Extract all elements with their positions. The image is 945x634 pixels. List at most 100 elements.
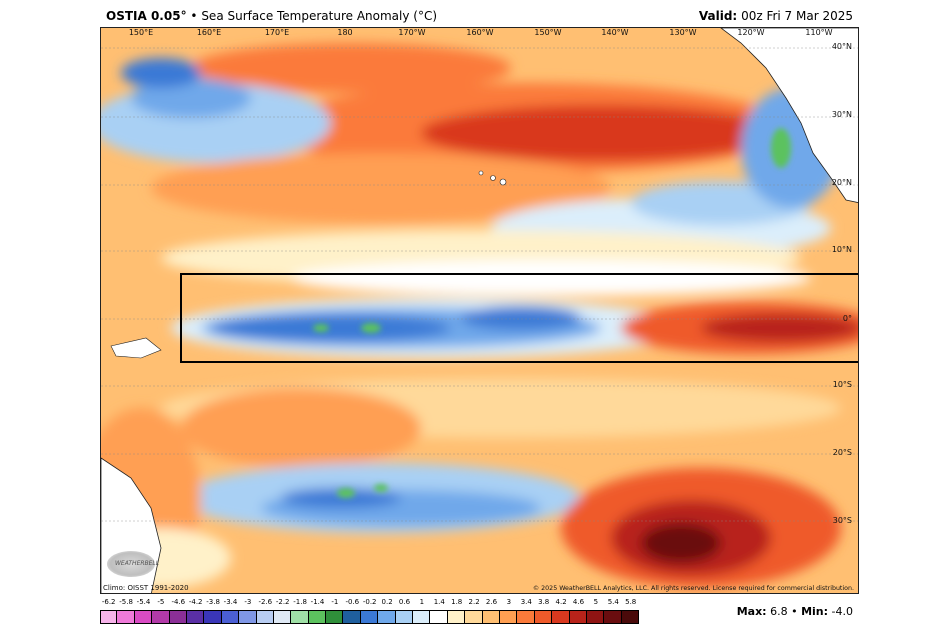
north-america-land [720,28,858,203]
colorbar-cell [586,611,605,623]
colorbar [100,610,640,624]
variable-name: Sea Surface Temperature Anomaly (°C) [201,9,438,23]
colorbar-tick-label: 4.6 [572,598,585,606]
colorbar-cell [100,611,118,623]
lat-label-30s: 30°S [832,516,852,525]
lat-label-30n: 30°N [831,110,852,119]
colorbar-tick-label: -5.4 [136,598,151,606]
lat-label-0: 0° [842,314,852,323]
colorbar-cell [152,611,170,623]
colorbar-cell [621,611,640,623]
colorbar-cell [517,611,535,623]
colorbar-cell [308,611,327,623]
lat-label-20n: 20°N [831,178,852,187]
lat-label-20s: 20°S [832,448,852,457]
colorbar-cell [360,611,379,623]
colorbar-cell [291,611,309,623]
colorbar-cell [465,611,483,623]
highlight-box [180,273,858,363]
colorbar-cell [343,611,361,623]
colorbar-tick-label: 5.8 [625,598,637,606]
valid-time-value: 00z Fri 7 Mar 2025 [741,9,853,23]
colorbar-tick-label: -2.2 [275,598,290,606]
lon-label-150e: 150°E [128,28,154,37]
colorbar-cell [204,611,222,623]
colorbar-tick-label: -3.8 [206,598,220,606]
climo-note: Climo: OISST 1991-2020 [103,584,189,592]
colorbar-tick-label: -3 [244,598,252,606]
colorbar-cell [604,611,622,623]
lon-label-160e: 160°E [196,28,222,37]
sst-anomaly-map: 150°E 160°E 170°E 180 170°W 160°W 150°W … [100,27,859,594]
lat-label-10s: 10°S [832,380,852,389]
colorbar-tick-label: 2.2 [468,598,480,606]
colorbar-cell [430,611,448,623]
colorbar-tick-label: -1.4 [310,598,325,606]
lon-label-130w: 130°W [669,28,697,37]
colorbar-cell [273,611,292,623]
max-label: Max: [736,605,767,618]
colorbar-cell [186,611,205,623]
copyright-note: © 2025 WeatherBELL Analytics, LLC. All r… [532,585,854,592]
logo-text: WEATHERBELL [115,560,160,567]
lon-label-110w: 110°W [805,28,833,37]
colorbar-cell [378,611,396,623]
colorbar-cell [499,611,518,623]
colorbar-cell [239,611,257,623]
colorbar-tick-label: 0.6 [398,598,411,606]
colorbar-tick-label: 3.8 [538,598,550,606]
min-value: -4.0 [831,605,853,618]
colorbar-tick-label: 2.6 [485,598,498,606]
colorbar-tick-label: 4.2 [555,598,567,606]
colorbar-cell [534,611,553,623]
colorbar-tick-label: -1.8 [293,598,307,606]
weatherbell-logo: WEATHERBELL [107,551,159,577]
colorbar-ticks: -6.2 -5.8 -5.4 -5 -4.6 -4.2 -3.8 -3.4 -3 -2.6 -2.2… [100,598,660,608]
lon-label-150w: 150°W [534,28,562,37]
lat-label-40n: 40°N [831,42,852,51]
title-bullet: • [190,9,198,23]
colorbar-cell [447,611,466,623]
colorbar-tick-label: -6.2 [101,598,116,606]
min-label: Min: [801,605,829,618]
colorbar-cell [413,611,431,623]
valid-label: Valid: [698,9,738,23]
lat-label-10n: 10°N [831,245,852,254]
max-value: 6.8 [770,605,788,618]
colorbar-cell [552,611,570,623]
colorbar-tick-label: 1 [419,598,425,606]
strong-cold-patches [313,128,791,498]
lon-label-140w: 140°W [601,28,629,37]
colorbar-tick-label: -1 [331,598,339,606]
colorbar-tick-label: 1.8 [451,598,463,606]
lon-label-160w: 160°W [466,28,494,37]
product-name: OSTIA 0.05 [106,9,181,23]
hawaii-islands [478,170,507,186]
colorbar-tick-label: -5.8 [119,598,133,606]
lon-label-170w: 170°W [398,28,426,37]
lon-label-120w: 120°W [737,28,765,37]
max-min-readout: Max: 6.8 • Min: -4.0 [737,605,853,618]
colorbar-cell [221,611,240,623]
colorbar-tick-label: 5.4 [607,598,619,606]
colorbar-tick-label: 3 [506,598,512,606]
map-canvas [101,28,858,593]
colorbar-cell [256,611,274,623]
lon-label-180: 180 [337,28,353,37]
colorbar-tick-label: -3.4 [223,598,238,606]
valid-time: Valid: 00z Fri 7 Mar 2025 [699,9,853,23]
colorbar-tick-label: -0.6 [345,598,360,606]
colorbar-tick-label: -4.2 [188,598,203,606]
anomaly-field [101,43,858,588]
colorbar-tick-label: 1.4 [433,598,445,606]
graticule [101,47,858,522]
colorbar-cell [569,611,587,623]
maxmin-separator: • [791,605,798,618]
colorbar-cell [117,611,135,623]
colorbar-tick-label: -0.2 [362,598,377,606]
colorbar-cell [326,611,344,623]
colorbar-tick-label: 5 [593,598,599,606]
colorbar-tick-label: -5 [157,598,165,606]
map-header: OSTIA 0.05° • Sea Surface Temperature An… [0,0,945,28]
colorbar-cell [395,611,414,623]
